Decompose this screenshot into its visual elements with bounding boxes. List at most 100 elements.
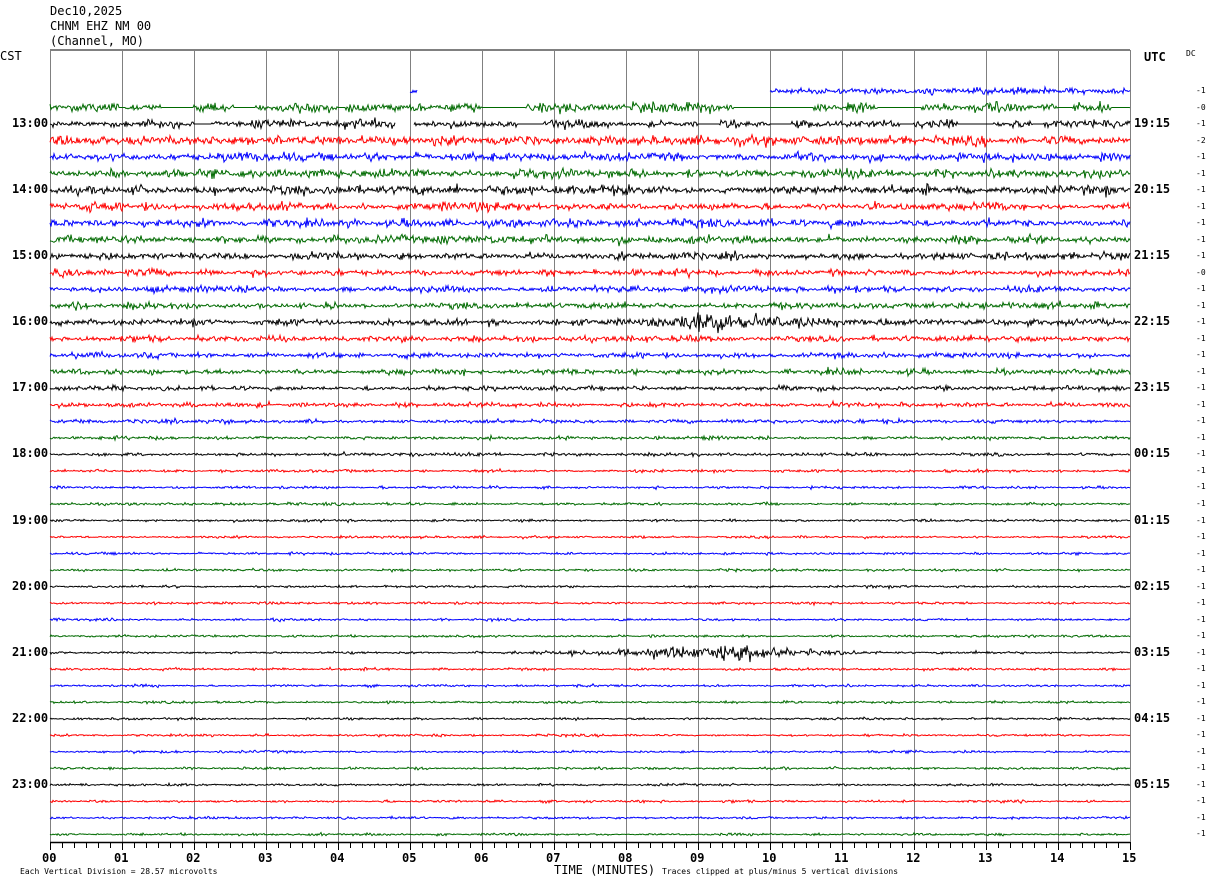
trace-line [49, 633, 1131, 639]
dc-offset-value: -1 [1196, 201, 1206, 211]
trace-line [49, 699, 1131, 705]
dc-offset-value: -1 [1196, 499, 1206, 508]
dc-title: DC [1186, 49, 1196, 58]
trace-line [49, 567, 1131, 574]
date-label: Dec10,2025 [50, 4, 123, 18]
dc-offset-value: -1 [1196, 251, 1206, 261]
cst-time-label: 19:00 [12, 512, 49, 527]
x-axis-title: TIME (MINUTES) [554, 863, 656, 877]
trace-line [49, 232, 1131, 247]
cst-time-label: 21:00 [12, 644, 49, 659]
cst-axis-title: CST [0, 49, 22, 63]
dc-offset-value: -1 [1196, 631, 1206, 641]
trace-line [49, 534, 1131, 540]
trace-line [49, 732, 1131, 739]
trace-line [49, 584, 1131, 590]
dc-offset-value: -1 [1196, 664, 1206, 674]
dc-offset-value: -1 [1196, 350, 1206, 360]
utc-time-label: 19:15 [1134, 116, 1171, 131]
trace-line [49, 333, 1131, 345]
cst-time-label: 20:00 [12, 578, 49, 593]
dc-offset-value: -1 [1196, 680, 1206, 690]
dc-offset-value: -1 [1196, 482, 1206, 492]
trace-line [49, 781, 1131, 788]
trace-line [49, 467, 1131, 475]
dc-offset-value: -1 [1196, 730, 1206, 740]
trace-line [49, 249, 1131, 262]
dc-offset-value: -1 [1196, 812, 1206, 822]
dc-offset-value: -1 [1196, 763, 1206, 773]
dc-offset-value: -1 [1196, 383, 1206, 393]
trace-line [49, 645, 1131, 663]
trace-line [49, 399, 1131, 410]
trace-line [49, 450, 1131, 459]
trace-line [49, 217, 1131, 231]
trace-line [49, 283, 1131, 296]
dc-offset-value: -1 [1196, 829, 1206, 839]
utc-time-label: 02:15 [1134, 578, 1171, 593]
trace-line [49, 299, 1131, 311]
cst-time-label: 18:00 [12, 446, 49, 461]
dc-offset-value: -1 [1196, 416, 1206, 426]
x-tick-label: 04 [330, 851, 345, 865]
trace-line [49, 666, 1131, 673]
dc-offset-value: -0 [1196, 267, 1206, 277]
trace-line [49, 600, 1131, 607]
utc-time-label: 05:15 [1134, 776, 1171, 791]
dc-offset-value: -1 [1196, 152, 1206, 162]
dc-offset-value: -1 [1196, 532, 1206, 542]
trace-line [49, 266, 1131, 280]
trace-line [49, 716, 1131, 722]
trace-line [49, 749, 1131, 755]
x-tick-label: 09 [690, 851, 705, 865]
dc-offset-value: -1 [1196, 284, 1206, 294]
x-tick-label: 11 [834, 851, 849, 865]
trace-line [49, 200, 1131, 214]
trace-line [49, 101, 1131, 115]
cst-time-label: 17:00 [12, 380, 49, 395]
dc-offset-value: -1 [1196, 185, 1206, 195]
dc-offset-value: -1 [1196, 779, 1206, 789]
trace-line [49, 132, 1131, 148]
trace-line [409, 85, 1131, 97]
x-tick-label: 05 [402, 851, 417, 865]
cst-time-label: 13:00 [12, 116, 49, 131]
dc-offset-value: -1 [1196, 515, 1206, 525]
dc-offset-value: -1 [1196, 565, 1206, 575]
trace-line [50, 366, 1131, 378]
dc-offset-value: -1 [1196, 366, 1206, 376]
dc-offset-value: -1 [1196, 598, 1206, 608]
cst-time-label: 14:00 [12, 182, 49, 197]
scale-note: Each Vertical Division = 28.57 microvolt… [20, 867, 218, 876]
dc-offset-value: -1 [1196, 300, 1206, 310]
trace-line [49, 433, 1131, 442]
trace-line [49, 616, 1131, 623]
utc-time-label: 03:15 [1134, 644, 1171, 659]
trace-line [49, 500, 1131, 507]
dc-offset-value: -1 [1196, 647, 1206, 657]
utc-time-label: 22:15 [1134, 314, 1171, 329]
cst-time-label: 22:00 [12, 710, 49, 725]
utc-time-label: 23:15 [1134, 380, 1171, 395]
x-tick-label: 02 [186, 851, 201, 865]
trace-line [49, 682, 1131, 689]
cst-time-label: 23:00 [12, 776, 49, 791]
x-tick-label: 01 [114, 851, 129, 865]
station-label: CHNM EHZ NM 00 [50, 19, 152, 33]
trace-line [49, 815, 1131, 821]
trace-line [49, 831, 1131, 837]
dc-offset-value: -1 [1196, 581, 1206, 591]
dc-offset-value: -1 [1196, 713, 1206, 723]
dc-offset-value: -0 [1196, 102, 1206, 112]
dc-offset-value: -2 [1196, 135, 1206, 145]
trace-line [49, 484, 1131, 491]
x-tick-label: 08 [618, 851, 633, 865]
dc-offset-value: -1 [1196, 86, 1206, 95]
dc-offset-value: -1 [1196, 796, 1206, 806]
channel-note: (Channel, MO) [50, 34, 144, 48]
dc-offset-value: -1 [1196, 697, 1206, 707]
x-tick-label: 10 [762, 851, 777, 865]
dc-offset-value: -1 [1196, 399, 1206, 409]
dc-offset-value: -1 [1196, 746, 1206, 756]
